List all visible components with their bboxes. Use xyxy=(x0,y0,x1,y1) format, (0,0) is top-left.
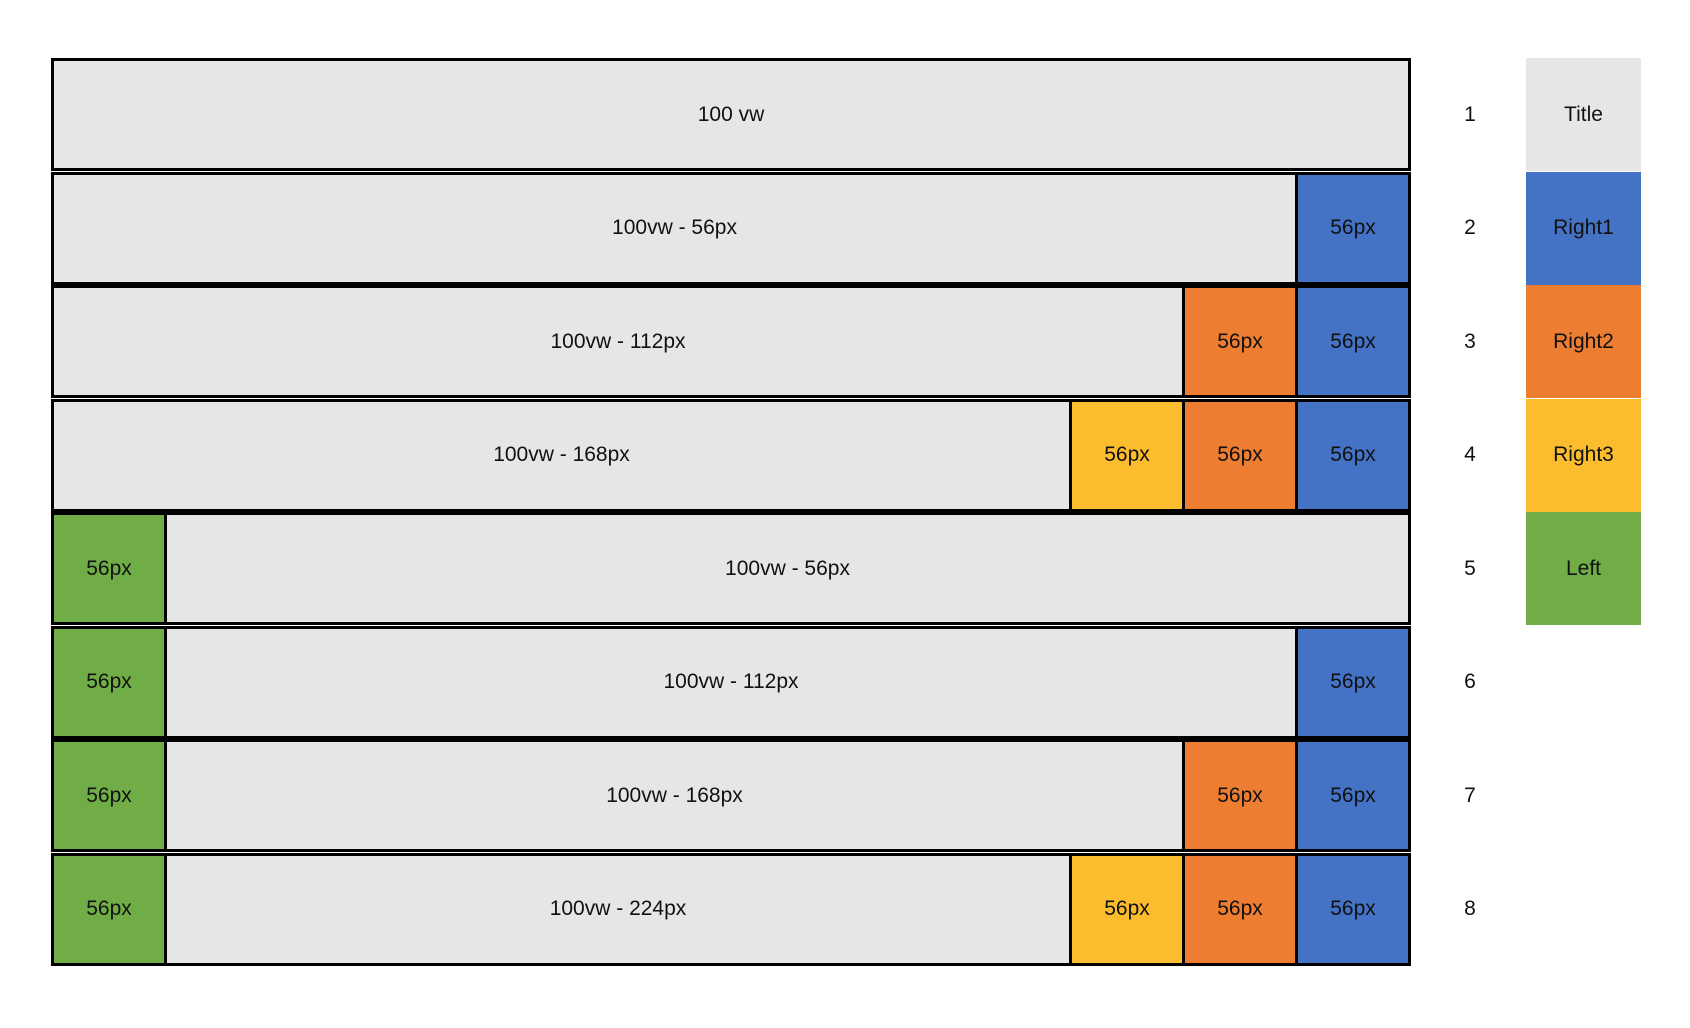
main-content-cell: 100vw - 56px xyxy=(167,515,1408,622)
row-number: 2 xyxy=(1464,216,1476,239)
layout-row-4: 100vw - 168px 56px 56px 56px xyxy=(51,398,1411,512)
legend-swatch-right1: Right1 xyxy=(1526,171,1641,285)
row-number: 6 xyxy=(1464,670,1476,693)
layout-row-1: 100 vw xyxy=(51,58,1411,171)
row-number: 7 xyxy=(1464,783,1476,807)
row-number: 4 xyxy=(1464,443,1476,466)
right1-column-cell: 56px xyxy=(1295,174,1408,282)
layout-row-6: 56px 100vw - 112px 56px xyxy=(51,625,1411,739)
right1-column-cell: 56px xyxy=(1295,288,1408,395)
right2-column-cell: 56px xyxy=(1182,855,1295,963)
right1-column-cell: 56px xyxy=(1295,401,1408,509)
main-content-cell: 100vw - 224px xyxy=(167,855,1069,963)
main-content-cell: 100vw - 168px xyxy=(54,401,1069,509)
row-number: 3 xyxy=(1464,329,1476,353)
left-column-cell: 56px xyxy=(54,742,167,849)
layout-row-2: 100vw - 56px 56px xyxy=(51,171,1411,285)
left-column-cell: 56px xyxy=(54,515,167,622)
main-content-cell: 100vw - 112px xyxy=(167,628,1295,736)
layout-row-5: 56px 100vw - 56px xyxy=(51,512,1411,625)
row-number: 5 xyxy=(1464,556,1476,580)
layout-row-7: 56px 100vw - 168px 56px 56px xyxy=(51,739,1411,852)
main-content-cell: 100 vw xyxy=(54,61,1408,168)
right1-column-cell: 56px xyxy=(1295,742,1408,849)
right2-column-cell: 56px xyxy=(1182,288,1295,395)
legend-swatch-right2: Right2 xyxy=(1526,285,1641,398)
right2-column-cell: 56px xyxy=(1182,401,1295,509)
legend-swatch-title: Title xyxy=(1526,58,1641,171)
left-column-cell: 56px xyxy=(54,628,167,736)
main-content-cell: 100vw - 168px xyxy=(167,742,1182,849)
row-number: 1 xyxy=(1464,102,1476,126)
legend-swatch-right3: Right3 xyxy=(1526,398,1641,512)
right2-column-cell: 56px xyxy=(1182,742,1295,849)
legend-swatch-left: Left xyxy=(1526,512,1641,625)
row-number: 8 xyxy=(1464,897,1476,920)
main-content-cell: 100vw - 56px xyxy=(54,174,1295,282)
right3-column-cell: 56px xyxy=(1069,855,1182,963)
right3-column-cell: 56px xyxy=(1069,401,1182,509)
main-content-cell: 100vw - 112px xyxy=(54,288,1182,395)
right1-column-cell: 56px xyxy=(1295,628,1408,736)
left-column-cell: 56px xyxy=(54,855,167,963)
layout-row-8: 56px 100vw - 224px 56px 56px 56px xyxy=(51,852,1411,966)
layout-row-3: 100vw - 112px 56px 56px xyxy=(51,285,1411,398)
right1-column-cell: 56px xyxy=(1295,855,1408,963)
